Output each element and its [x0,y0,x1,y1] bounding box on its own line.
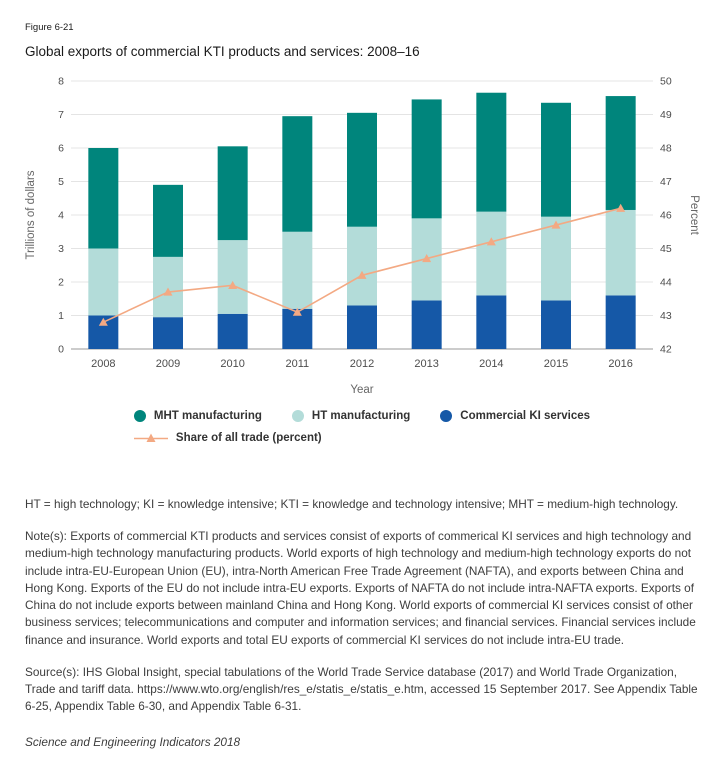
legend-label-ht: HT manufacturing [311,410,411,422]
notes-paragraph: Note(s): Exports of commercial KTI produ… [25,529,696,647]
svg-text:2011: 2011 [286,358,310,370]
svg-text:2010: 2010 [220,358,244,370]
publication-title: Science and Engineering Indicators 2018 [25,735,241,750]
svg-text:46: 46 [660,210,672,222]
legend-label-share: Share of all trade (percent) [175,432,322,444]
svg-text:43: 43 [660,310,672,322]
legend-row-line: Share of all trade (percent) [133,432,590,444]
mht-swatch-icon [133,410,146,422]
share-line-icon [133,432,168,444]
sources-paragraph: Source(s): IHS Global Insight, special t… [25,664,698,714]
legend-item-share-of-trade: Share of all trade (percent) [133,432,322,444]
ht-swatch-icon [291,410,304,422]
figure-title: Global exports of commercial KTI product… [25,44,420,59]
svg-text:2016: 2016 [608,358,632,370]
svg-text:3: 3 [58,243,64,255]
svg-text:2009: 2009 [156,358,180,370]
legend-label-ki-services: Commercial KI services [460,410,591,422]
svg-text:8: 8 [58,76,64,88]
svg-text:45: 45 [660,243,672,255]
svg-text:42: 42 [660,344,672,356]
svg-text:2: 2 [58,277,64,289]
svg-text:4: 4 [58,210,64,222]
legend-item-ki-services: Commercial KI services [440,410,590,422]
abbreviations-note: HT = high technology; KI = knowledge int… [25,497,679,511]
svg-text:Trillions of dollars: Trillions of dollars [25,170,37,259]
svg-text:44: 44 [660,277,672,289]
svg-text:1: 1 [58,310,64,322]
svg-text:2008: 2008 [91,358,115,370]
svg-text:47: 47 [660,176,672,188]
svg-text:2014: 2014 [479,358,503,370]
figure-number: Figure 6-21 [25,22,74,33]
ki-services-swatch-icon [440,410,453,422]
svg-text:48: 48 [660,143,672,155]
legend-item-mht-manufacturing: MHT manufacturing [133,410,262,422]
legend-item-ht-manufacturing: HT manufacturing [291,410,411,422]
svg-text:Percent: Percent [688,195,700,235]
legend-label-mht: MHT manufacturing [153,410,262,422]
svg-text:6: 6 [58,143,64,155]
svg-text:5: 5 [58,176,64,188]
legend-row-series: MHT manufacturing HT manufacturing Comme… [133,410,590,422]
svg-text:7: 7 [58,109,64,121]
chart-legend: MHT manufacturing HT manufacturing Comme… [25,410,699,454]
svg-text:0: 0 [58,344,64,356]
svg-text:49: 49 [660,109,672,121]
svg-text:Year: Year [350,384,373,396]
svg-text:2015: 2015 [544,358,568,370]
svg-text:2012: 2012 [350,358,374,370]
legend-rows: MHT manufacturing HT manufacturing Comme… [133,410,590,454]
svg-text:50: 50 [660,76,672,88]
svg-text:2013: 2013 [414,358,438,370]
stacked-bar-chart: 0 1 2 3 4 5 6 7 8 42 43 44 45 46 47 48 49 50 2008 2009 2010 2… [21,71,700,406]
